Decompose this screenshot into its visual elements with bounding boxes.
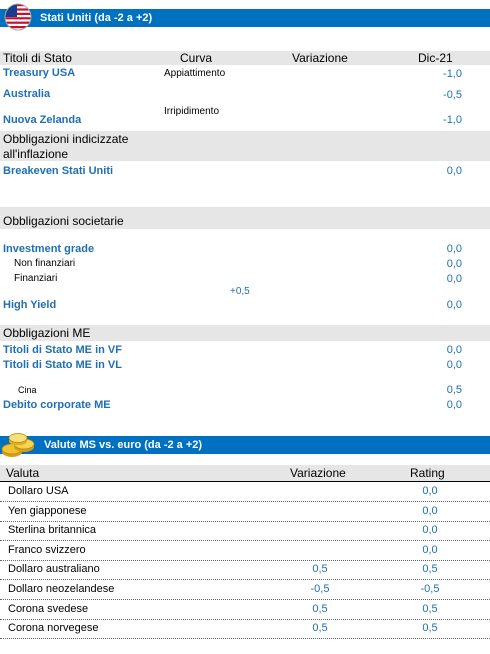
row-em-vf-label: Titoli di Stato ME in VF [3, 344, 122, 356]
currency-name: Franco svizzero [8, 544, 86, 556]
section1-header-band [0, 51, 490, 65]
table-row: Dollaro neozelandese -0,5 -0,5 [0, 581, 490, 600]
col-variazione-header: Variazione [292, 51, 348, 65]
currency-change: 0,5 [312, 603, 328, 615]
row-cina-label: Cina [18, 385, 37, 395]
corp-header-band [0, 207, 490, 229]
row-hy-value: 0,0 [446, 299, 462, 311]
row-em-vl-label: Titoli di Stato ME in VL [3, 359, 122, 371]
row-breakeven-label: Breakeven Stati Uniti [3, 165, 114, 177]
table-row: Franco svizzero 0,0 [0, 542, 490, 561]
row-divider [0, 619, 490, 620]
table-row: Corona svedese 0,5 0,5 [0, 601, 490, 620]
col-titoli-header: Titoli di Stato [3, 51, 72, 65]
row-nonfin-value: 0,0 [446, 258, 462, 270]
col-valuta-header: Valuta [6, 466, 40, 480]
section2-header-band [0, 465, 490, 481]
section1-title: Stati Uniti (da -2 a +2) [40, 12, 153, 24]
row-fin-value: 0,0 [446, 273, 462, 285]
row-nonfin-label: Non finanziari [14, 258, 76, 269]
row-nz-value: -1,0 [443, 114, 462, 126]
inflation-header-band [0, 131, 490, 161]
section1-header-bar [0, 9, 490, 27]
row-divider [0, 560, 490, 561]
col-variazione2-header: Variazione [290, 466, 346, 480]
currency-name: Yen giapponese [8, 505, 87, 517]
currency-rating: 0,0 [422, 485, 438, 497]
section2-header-rule [0, 481, 490, 482]
row-australia-value: -0,5 [443, 89, 462, 101]
table-row: Dollaro australiano 0,5 0,5 [0, 561, 490, 580]
row-ig-label: Investment grade [3, 243, 95, 255]
currency-rating: 0,0 [422, 505, 438, 517]
section2-title: Valute MS vs. euro (da -2 a +2) [44, 439, 203, 451]
row-divider [0, 579, 490, 580]
row-em-vf-value: 0,0 [446, 344, 462, 356]
table-row: Corona norvegese 0,5 0,5 [0, 620, 490, 639]
col-dic21-header: Dic-21 [418, 51, 453, 65]
inflation-header-line2: all'inflazione [3, 147, 68, 161]
row-em-corp-label: Debito corporate ME [3, 399, 111, 411]
row-divider [0, 599, 490, 600]
currency-name: Dollaro australiano [8, 563, 100, 575]
row-divider [0, 501, 490, 502]
currency-rating: -0,5 [420, 583, 440, 595]
row-australia-label: Australia [3, 88, 51, 100]
row-nz-curve: Irripidimento [164, 106, 220, 117]
row-nz-label: Nuova Zelanda [3, 114, 82, 126]
em-header: Obbligazioni ME [3, 326, 91, 340]
row-hy-label: High Yield [3, 299, 57, 311]
table-row: Yen giapponese 0,0 [0, 503, 490, 522]
currency-name: Sterlina britannica [8, 524, 97, 536]
row-treasury-label: Treasury USA [3, 67, 76, 79]
currency-rating: 0,0 [422, 524, 438, 536]
currency-rating: 0,0 [422, 544, 438, 556]
row-treasury-value: -1,0 [443, 68, 462, 80]
currency-name: Corona svedese [8, 603, 89, 615]
currency-name: Corona norvegese [8, 622, 99, 634]
section2-header-bar [0, 436, 490, 454]
row-cina-value: 0,5 [446, 384, 462, 396]
currency-rating: 0,5 [422, 563, 438, 575]
col-curva-header: Curva [180, 51, 213, 65]
currency-name: Dollaro neozelandese [8, 583, 115, 595]
inflation-header-line1: Obbligazioni indicizzate [3, 132, 129, 146]
row-divider [0, 540, 490, 541]
em-header-band [0, 325, 490, 341]
row-divider [0, 521, 490, 522]
row-treasury-curve: Appiattimento [164, 68, 226, 79]
currency-name: Dollaro USA [8, 485, 69, 497]
currency-change: 0,5 [312, 622, 328, 634]
table-row: Dollaro USA 0,0 [0, 483, 490, 502]
row-em-corp-value: 0,0 [446, 399, 462, 411]
row-breakeven-value: 0,0 [446, 165, 462, 177]
currency-rating: 0,5 [422, 603, 438, 615]
row-em-vl-value: 0,0 [446, 359, 462, 371]
currency-change: -0,5 [310, 583, 330, 595]
currency-rating: 0,5 [422, 622, 438, 634]
coins-icon [1, 433, 35, 457]
col-rating-header: Rating [410, 466, 445, 480]
floating-value: +0,5 [230, 286, 250, 297]
currency-change: 0,5 [312, 563, 328, 575]
corp-header: Obbligazioni societarie [3, 214, 124, 228]
row-divider [0, 638, 490, 639]
row-fin-label: Finanziari [14, 273, 58, 284]
table-row: Sterlina britannica 0,0 [0, 522, 490, 541]
row-ig-value: 0,0 [446, 243, 462, 255]
us-flag-icon [4, 3, 32, 31]
